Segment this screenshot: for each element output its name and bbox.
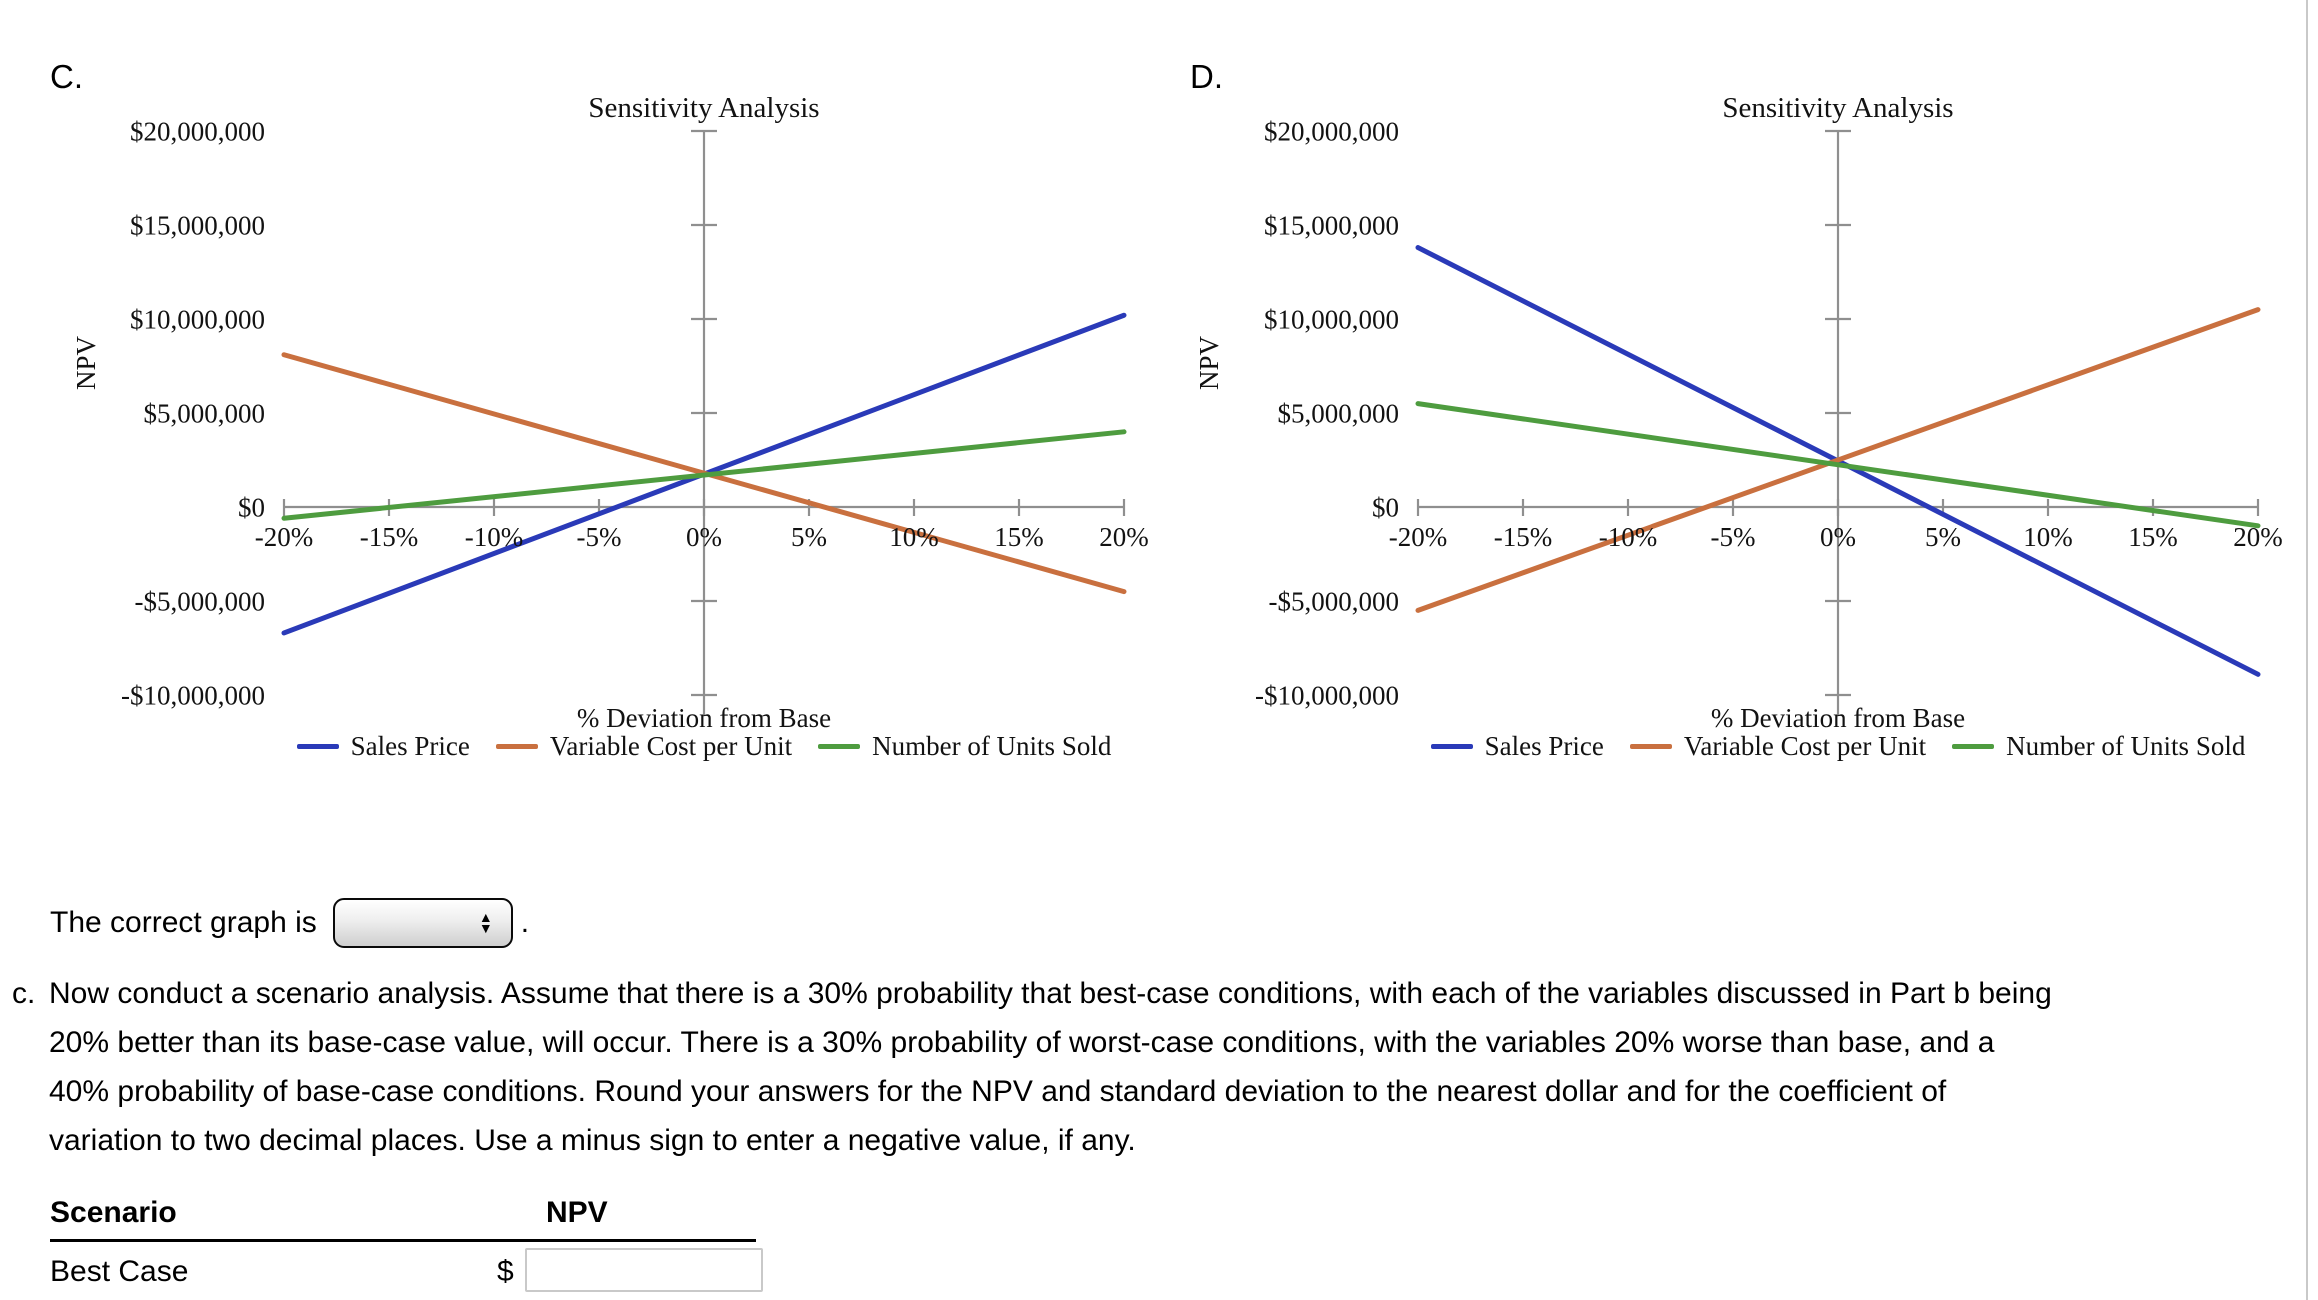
- series-line-number-of-units-sold: [1415, 401, 2261, 529]
- x-tick-label: 15%: [994, 522, 1044, 552]
- x-tick-label: -20%: [1389, 522, 1447, 552]
- scenario-column-header: Scenario: [50, 1196, 177, 1229]
- legend-swatch-number-of-units-sold: [1952, 744, 1995, 749]
- currency-symbol: $: [497, 1255, 514, 1288]
- x-tick-label: 20%: [2233, 522, 2283, 552]
- y-tick-label: $15,000,000: [130, 211, 265, 241]
- question-line: variation to two decimal places. Use a m…: [49, 1124, 1136, 1157]
- legend-swatch-number-of-units-sold: [818, 744, 861, 749]
- y-tick-label: $5,000,000: [144, 399, 266, 429]
- chart-d-corner-label: D.: [1190, 58, 1223, 95]
- x-tick-label: -10%: [465, 522, 523, 552]
- x-tick-label: 20%: [1099, 522, 1149, 552]
- y-tick-label: -$10,000,000: [1255, 681, 1399, 711]
- chart-title: Sensitivity Analysis: [588, 92, 819, 124]
- question-text: Now conduct a scenario analysis. Assume …: [49, 969, 2052, 1165]
- question-line: Now conduct a scenario analysis. Assume …: [49, 977, 2052, 1010]
- legend-swatch-variable-cost-per-unit: [495, 744, 538, 749]
- legend-swatch-sales-price: [1430, 744, 1473, 749]
- legend-swatch-variable-cost-per-unit: [1629, 744, 1672, 749]
- best-case-row-label: Best Case: [50, 1255, 189, 1288]
- x-tick-label: -15%: [360, 522, 418, 552]
- x-tick-label: 10%: [2023, 522, 2073, 552]
- x-tick-label: 0%: [686, 522, 722, 552]
- updown-arrows-icon: ▲ ▼: [478, 909, 493, 936]
- series-line-variable-cost-per-unit: [1415, 307, 2261, 613]
- x-tick-label: 10%: [889, 522, 939, 552]
- y-tick-label: $10,000,000: [1264, 305, 1399, 335]
- chart-d-plot: Sensitivity Analysis $20,000,000 $15,000,0…: [1194, 92, 2283, 733]
- x-axis-title: % Deviation from Base: [577, 703, 831, 733]
- question-item-label: c.: [12, 977, 36, 1010]
- x-tick-label: 15%: [2128, 522, 2178, 552]
- x-tick-label: -5%: [577, 522, 622, 552]
- legend-swatch-sales-price: [296, 744, 339, 749]
- chart-d-block: D. Sensitivity Analysis $20,000,000 $15,00…: [1160, 0, 2318, 800]
- correct-graph-select[interactable]: ▲ ▼: [332, 898, 513, 948]
- y-tick-label: $0: [238, 493, 265, 523]
- y-tick-label: -$5,000,000: [1269, 587, 1400, 617]
- correct-graph-row: The correct graph is ▲ ▼ .: [50, 896, 529, 950]
- y-tick-label: $20,000,000: [1264, 117, 1399, 147]
- x-tick-label: 0%: [1820, 522, 1856, 552]
- y-tick-label: $10,000,000: [130, 305, 265, 335]
- question-line: 20% better than its base-case value, wil…: [49, 1026, 1995, 1059]
- x-tick-label: -20%: [255, 522, 313, 552]
- correct-graph-suffix: .: [520, 906, 530, 939]
- y-tick-label: -$5,000,000: [135, 587, 266, 617]
- x-tick-label: -5%: [1711, 522, 1756, 552]
- y-tick-label: $0: [1372, 493, 1399, 523]
- y-tick-label: $15,000,000: [1264, 211, 1399, 241]
- x-tick-label: -10%: [1599, 522, 1657, 552]
- x-tick-label: 5%: [791, 522, 827, 552]
- x-axis-title: % Deviation from Base: [1711, 703, 1965, 733]
- y-tick-label: $20,000,000: [130, 117, 265, 147]
- chart-c-block: C. Sensitivity Analysis $20,000,000 $15,00…: [0, 0, 1180, 800]
- npv-column-header: NPV: [546, 1196, 608, 1229]
- correct-graph-prompt: The correct graph is: [50, 906, 317, 939]
- x-tick-label: 5%: [1925, 522, 1961, 552]
- y-tick-label: $5,000,000: [1278, 399, 1400, 429]
- right-edge-divider: [2306, 0, 2308, 1300]
- y-tick-label: -$10,000,000: [121, 681, 265, 711]
- table-header-rule: [50, 1239, 756, 1242]
- chart-c-plot: Sensitivity Analysis $20,000,000 $15,000,0…: [71, 92, 1149, 733]
- question-line: 40% probability of base-case conditions.…: [49, 1075, 1947, 1108]
- chart-c-corner-label: C.: [50, 58, 83, 95]
- chart-title: Sensitivity Analysis: [1722, 92, 1953, 124]
- x-tick-label: -15%: [1494, 522, 1552, 552]
- series-line-number-of-units-sold: [281, 429, 1127, 521]
- y-axis-title: NPV: [71, 335, 101, 390]
- best-case-npv-input[interactable]: [525, 1248, 763, 1292]
- y-axis-title: NPV: [1194, 335, 1224, 390]
